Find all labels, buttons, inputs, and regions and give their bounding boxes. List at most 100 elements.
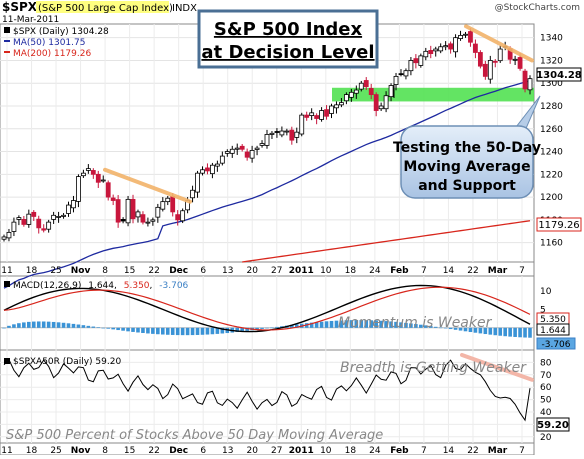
candle-body (383, 95, 389, 110)
candle-body (214, 163, 220, 167)
macd-histogram-bar (523, 327, 527, 338)
callout-line-2: Moving Average (403, 159, 530, 175)
x-tick-label-bottom: 18 (26, 446, 38, 455)
x-tick-label: Mar (488, 266, 508, 276)
breadth-series: 80706050403020 (0, 352, 552, 443)
macd-histogram-bar (389, 321, 393, 328)
candle-body (438, 46, 444, 52)
candle-body (21, 219, 27, 225)
x-tick-label: Dec (169, 266, 188, 276)
candle-body (219, 155, 225, 164)
candle-body (358, 82, 364, 90)
price-tick-label: 1160 (540, 239, 563, 249)
macd-histogram-bar (384, 321, 388, 328)
macd-comma-1: , (114, 281, 117, 291)
chart-date: 11-Mar-2011 (2, 15, 59, 25)
macd-hist-box (536, 337, 576, 350)
macd-histogram-bar (156, 327, 160, 335)
candle-body (130, 198, 136, 220)
x-tick-label: 7 (421, 266, 427, 276)
candle-body (393, 75, 399, 85)
candle-body (443, 45, 449, 48)
title-line-1: S&P 500 Index (214, 19, 363, 40)
macd-histogram-bar (260, 327, 264, 329)
macd-histogram-bar (185, 327, 190, 336)
legend-price-swatch (4, 27, 10, 33)
candle-body (170, 196, 176, 213)
macd-value-label: 1.644 (540, 326, 566, 336)
macd-legend: MACD(12,26,9) 1.644, 5.350, -3.706 (13, 281, 189, 291)
x-tick-label: 10 (320, 266, 332, 276)
candle-body (329, 105, 334, 114)
candle-body (279, 130, 285, 136)
candle-body (463, 33, 468, 36)
candle-body (324, 109, 329, 117)
x-tick-label-bottom: 25 (50, 446, 61, 455)
price-tick-label: 1220 (540, 170, 563, 180)
x-axis-ticks: 11 11 18 18 25 25 Nov Nov 8 8 15 15 22 22 Dec Dec 6 6 13 13… (1, 266, 525, 456)
bottom-note: S&P 500 Percent of Stocks Above 50 Day M… (6, 428, 383, 443)
candle-body (388, 85, 394, 98)
macd-histogram-bar (141, 327, 145, 333)
breadth-last-box (536, 417, 570, 432)
macd-histogram-bar (324, 321, 329, 328)
macd-hist-label: -3.706 (541, 340, 570, 350)
candle-body (120, 219, 126, 222)
macd-histogram-bar (344, 320, 349, 328)
macd-histogram-bar (399, 322, 403, 328)
candle-body (150, 219, 156, 222)
macd-histogram-bar (41, 321, 46, 328)
candle-body (433, 48, 439, 52)
macd-histogram-bar (493, 327, 498, 336)
macd-histogram-bar (503, 327, 507, 337)
macd-histogram-bar (136, 327, 140, 333)
x-tick-label-bottom: 14 (443, 446, 455, 455)
macd-histogram-bar (146, 327, 150, 334)
candle-body (304, 114, 310, 118)
macd-histogram-bar (458, 327, 463, 331)
macd-histogram-bar (131, 327, 135, 332)
x-tick-label: Feb (390, 266, 409, 276)
candle-body (95, 173, 101, 183)
macd-histogram-bar (468, 327, 473, 333)
macd-histogram-bar (51, 321, 56, 328)
macd-note: Momentum is Weaker (338, 315, 493, 331)
macd-histogram-bar (294, 324, 299, 328)
macd-histogram-bar (419, 324, 423, 328)
callout-line-1: Testing the 50-Day (393, 140, 541, 156)
candle-body (36, 218, 42, 229)
x-tick-label-bottom: Feb (390, 446, 409, 455)
x-tick-label: 24 (369, 266, 381, 276)
candle-body (458, 34, 463, 39)
macd-histogram-bar (478, 327, 483, 334)
candle-body (339, 102, 344, 106)
candle-body (200, 169, 205, 174)
macd-histogram-bar (111, 327, 115, 330)
macd-histogram-bar (275, 326, 279, 328)
macd-histogram-bar (314, 322, 319, 328)
candle-body (423, 50, 429, 58)
macd-histogram-bar (528, 327, 532, 338)
candle-body (527, 78, 533, 91)
x-tick-label-bottom: Mar (488, 446, 508, 455)
x-tick-label: 22 (148, 266, 159, 276)
macd-histogram-bar (116, 327, 120, 331)
macd-histogram-bar (31, 321, 36, 328)
candle-body (428, 50, 434, 55)
candle-body (90, 170, 96, 175)
macd-histogram-bar (290, 324, 294, 328)
price-axis-ticks: 1160118012001220124012601280130013201340 (540, 34, 563, 249)
index-name-highlight (36, 1, 169, 13)
macd-histogram-bar (56, 322, 61, 328)
candle-body (140, 214, 146, 223)
candle-body (155, 206, 161, 218)
candle-body (11, 221, 17, 232)
macd-histogram-bar (280, 326, 284, 328)
watermark: @StockCharts.com (495, 3, 580, 13)
candle-body (61, 214, 66, 217)
macd-histogram-bar (180, 327, 185, 336)
x-tick-label-bottom: 18 (345, 446, 357, 455)
candle-body (190, 189, 195, 199)
macd-comma-2: , (150, 281, 153, 291)
x-tick-label-bottom: 13 (222, 446, 233, 455)
